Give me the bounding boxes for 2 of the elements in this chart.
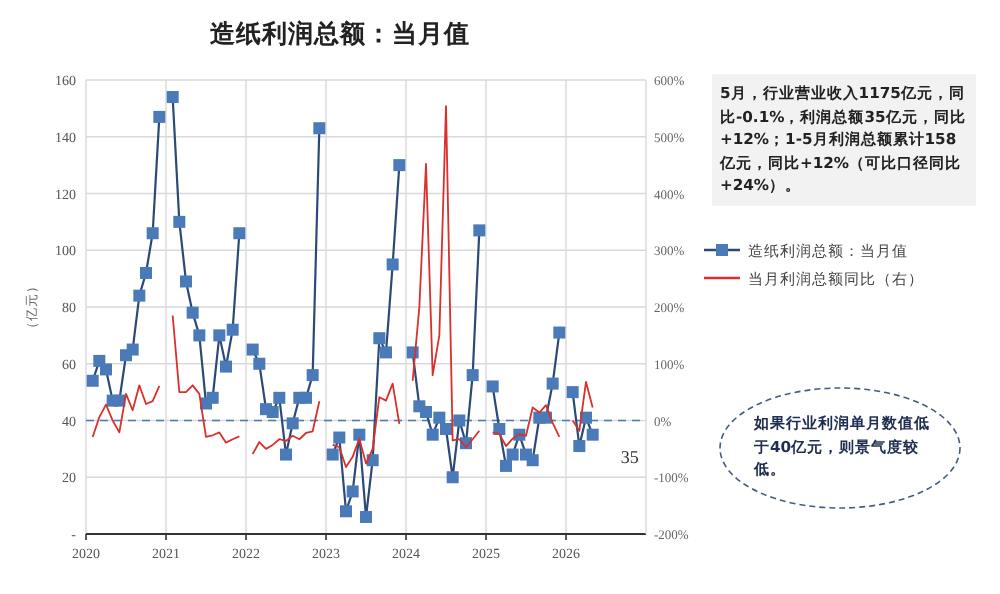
chart-title: 造纸利润总额：当月值 [208, 18, 470, 48]
annotation: 35 [620, 446, 640, 467]
